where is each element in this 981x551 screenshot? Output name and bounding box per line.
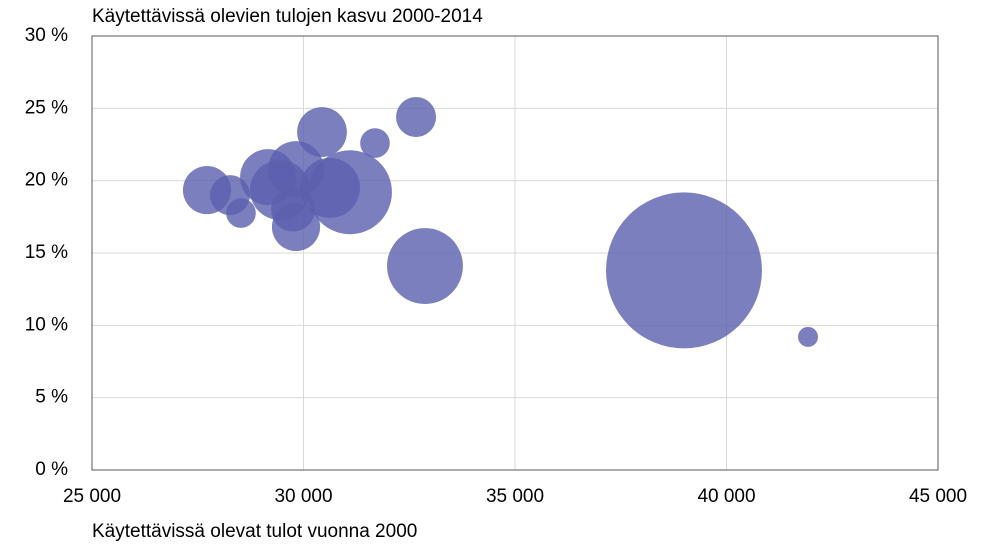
x-tick-label: 40 000 [697, 486, 755, 507]
x-axis-label: Käytettävissä olevat tulot vuonna 2000 [92, 521, 417, 542]
bubble [606, 192, 762, 349]
plot-border [91, 35, 939, 471]
bubble [396, 97, 437, 138]
y-tick-label: 5 % [35, 387, 68, 408]
x-tick-label: 25 000 [63, 486, 121, 507]
y-tick-label: 30 % [25, 25, 68, 46]
x-tick-label: 35 000 [486, 486, 544, 507]
bubble [798, 326, 819, 347]
bubble [297, 107, 347, 157]
bubble [360, 128, 390, 158]
bubble [299, 157, 360, 218]
y-tick-label: 15 % [25, 242, 68, 263]
y-tick-label: 25 % [25, 97, 68, 118]
bubble [209, 175, 250, 216]
bubble [387, 228, 463, 304]
y-tick-label: 10 % [25, 314, 68, 335]
x-tick-label: 45 000 [909, 486, 967, 507]
y-tick-label: 20 % [25, 170, 68, 191]
chart-title: Käytettävissä olevien tulojen kasvu 2000… [92, 6, 483, 27]
y-tick-label: 0 % [35, 459, 68, 480]
x-tick-label: 30 000 [274, 486, 332, 507]
